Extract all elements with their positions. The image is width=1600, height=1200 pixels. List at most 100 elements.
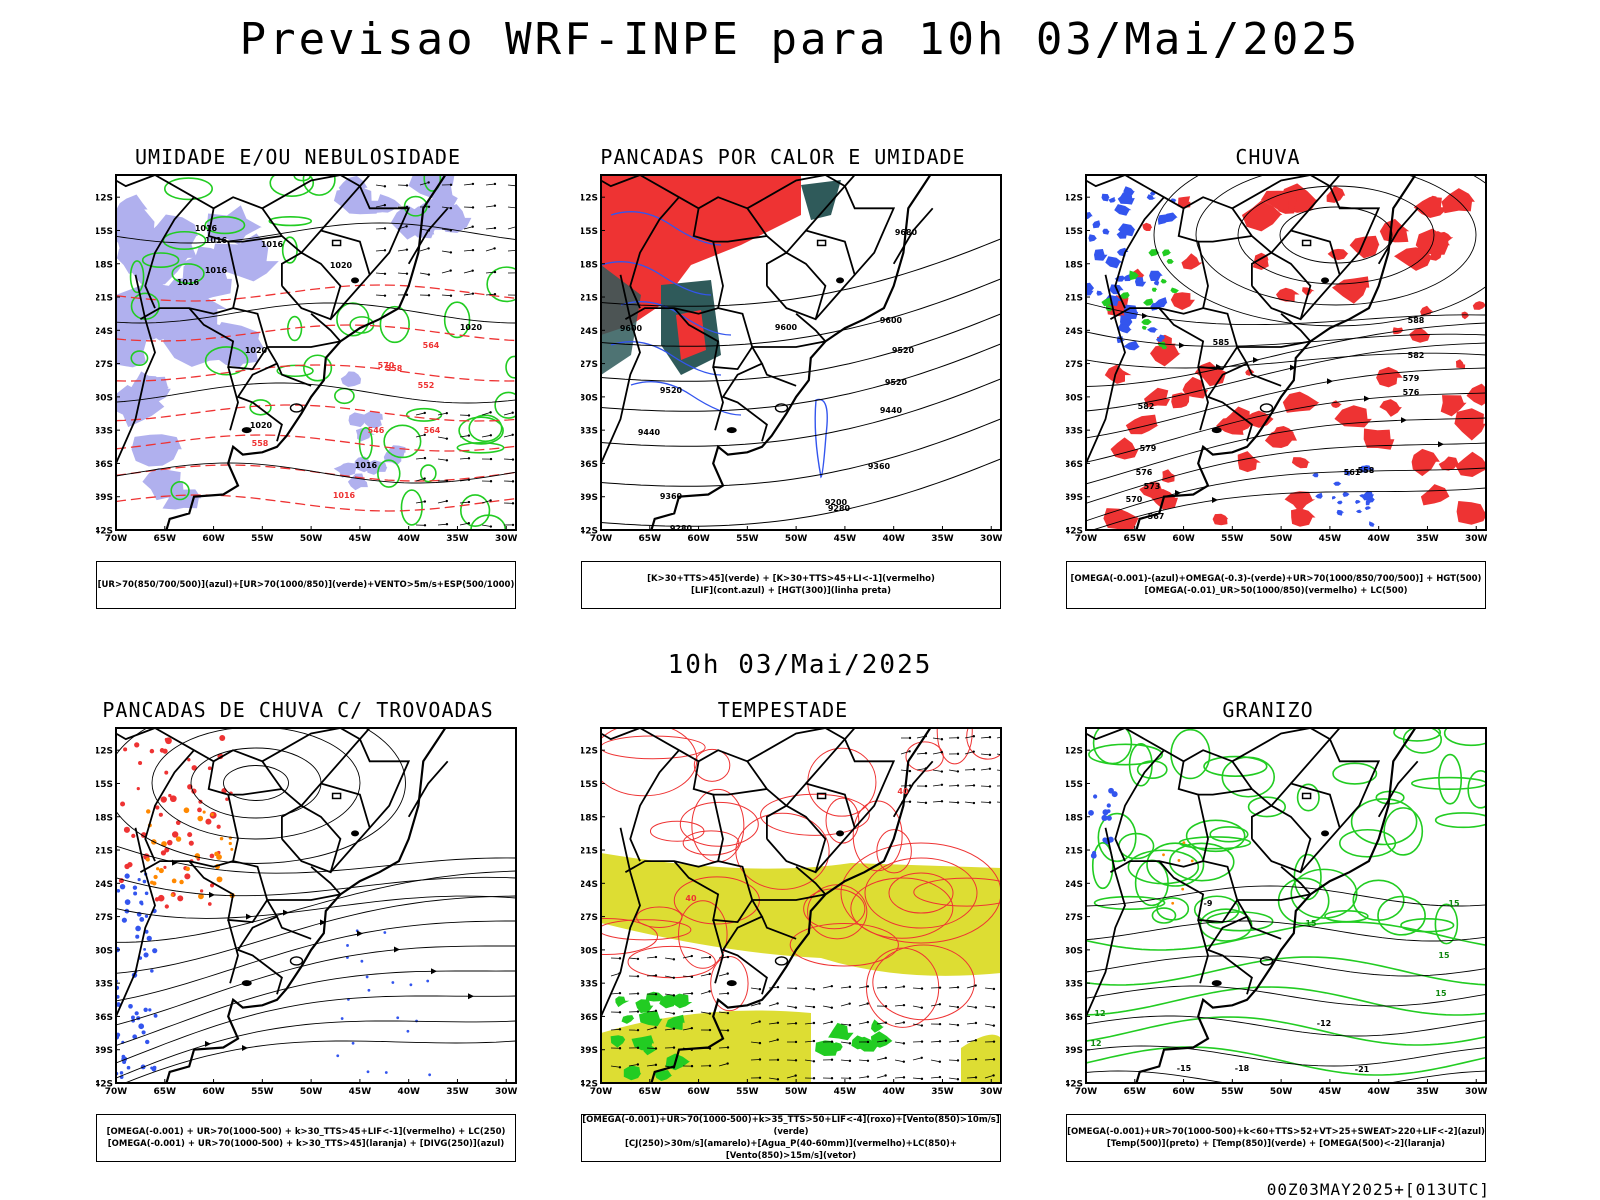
map-pancadas-calor[interactable]: 9680960096009520952094409360928092009520… [581, 173, 1003, 548]
wind-vector [966, 1022, 976, 1025]
wind-vector [916, 768, 926, 771]
contour-label: -18 [1235, 1064, 1250, 1073]
state-border [188, 860, 268, 924]
wind-vector [980, 768, 990, 771]
contour-label: 588 [1408, 316, 1425, 325]
wind-vector [437, 458, 447, 461]
wind-vector-head [920, 1056, 923, 1059]
divergence-point [132, 885, 138, 890]
temp850-contour [1332, 762, 1378, 785]
precipitable-water-contour [936, 728, 973, 765]
wind-vector-head [708, 1028, 712, 1032]
wind-vector-head [776, 1078, 780, 1081]
wind-vector-head [427, 205, 431, 208]
wind-vector-head [636, 1046, 640, 1050]
map-tempestade[interactable]: 40 40 12S 15S 18S 21S 24S 27S 30S 33S 36S 39S 42S70W… [581, 726, 1003, 1101]
panel-pancadas-calor: PANCADAS POR CALOR E UMIDADE 9680 9600 960… [563, 145, 1003, 615]
wind850-area [615, 996, 630, 1008]
state-border [766, 804, 827, 874]
rain-area [1420, 305, 1434, 316]
temp850-contour [1383, 807, 1424, 856]
wind-vector [840, 986, 850, 989]
streamline [116, 1020, 516, 1079]
thunder-point [205, 818, 212, 825]
wind-vector-head [636, 992, 640, 995]
state-border [1198, 788, 1253, 796]
temp850-contour [1296, 783, 1320, 812]
wind-vector-head [776, 1002, 779, 1005]
map-content: 5885855825795765825795765735705675645615… [1086, 175, 1486, 530]
wind-vector-head [467, 521, 471, 525]
rain-area [1423, 231, 1449, 252]
state-border [1246, 916, 1282, 940]
thunder-point [209, 853, 215, 859]
map-chuva[interactable]: 5885855825795765825795765735705675645615… [1066, 173, 1488, 548]
map-granizo[interactable]: -9 -12 -15 -18 -21 15 15 15 12 12 15 12S 15S 18S 21S 24… [1066, 726, 1488, 1101]
wind-vector-head [794, 1074, 797, 1077]
lon-label: 30W [1465, 1087, 1488, 1097]
wind-vector-head [726, 992, 730, 995]
humidity-area [333, 462, 357, 478]
wind-vector-head [974, 1039, 978, 1042]
lake [1321, 277, 1330, 284]
wind-vector-head [988, 785, 992, 788]
wind-vector-head [636, 957, 640, 961]
wind-vector-head [866, 1002, 869, 1005]
wind-vector-head [758, 1058, 762, 1061]
divergence-point [139, 917, 145, 922]
hgt300-contour [601, 343, 1001, 412]
humidity-area [116, 332, 147, 368]
temp850-contour [1350, 798, 1418, 846]
wind-vector-head [423, 477, 426, 480]
rh-contour [130, 350, 149, 367]
lon-label: 50W [785, 534, 808, 544]
wind-vector-head [902, 1003, 906, 1007]
rain-area [1170, 292, 1195, 310]
rain-area [1110, 437, 1139, 460]
panel-title: PANCADAS DE CHUVA C/ TROVOADAS [102, 698, 494, 722]
omega-area [1108, 197, 1116, 203]
wind-vector-head [383, 203, 387, 207]
lon-label: 40W [397, 534, 420, 544]
contour-label: 579 [1403, 374, 1420, 383]
contour-label: 9360 [660, 492, 683, 501]
lon-label: 45W [834, 534, 857, 544]
contour-label: 15 [1448, 899, 1460, 908]
lat-label: 15S [581, 227, 598, 237]
thunder-orange-point [197, 815, 204, 822]
lat-label: 42S [96, 1080, 113, 1090]
lat-label: 36S [581, 1013, 598, 1023]
state-border [1251, 251, 1312, 321]
divergence-point [138, 1023, 145, 1030]
rain-area [1438, 456, 1459, 471]
wind-vector-head [920, 987, 924, 990]
divergence-point [365, 975, 369, 979]
precipitable-water-contour [825, 797, 860, 844]
wind-vector [948, 1040, 958, 1043]
wind-vector [610, 973, 620, 977]
streamline-arrow [1290, 364, 1296, 371]
wind-vector-head [902, 1060, 906, 1063]
temp850-contour [1438, 753, 1463, 805]
omega-area [1088, 234, 1097, 242]
temp850-contour [1086, 1016, 1486, 1046]
wind-vector [646, 956, 656, 959]
thunder-orange-point [216, 876, 223, 883]
wind-vector-head [636, 1063, 640, 1066]
rain-area [1177, 196, 1191, 208]
wind-vector-head [938, 1022, 942, 1026]
wind-vector [996, 736, 1001, 739]
temp850-contour [1277, 877, 1330, 925]
wind-vector-head [726, 1011, 730, 1015]
map-umidade[interactable]: 1016 1016 1016 1016 1016 1020 1020 1020 1020 1016… [96, 173, 518, 548]
lat-label: 18S [581, 813, 598, 823]
wind-vector-head [956, 1006, 960, 1009]
thunder-point [199, 889, 204, 893]
thunder-orange-point [170, 893, 174, 897]
state-border [1158, 860, 1238, 924]
wind-vector [485, 205, 495, 208]
wind-vector-head [449, 206, 453, 210]
wind-vector-head [423, 500, 427, 503]
rain-area [1150, 344, 1181, 367]
